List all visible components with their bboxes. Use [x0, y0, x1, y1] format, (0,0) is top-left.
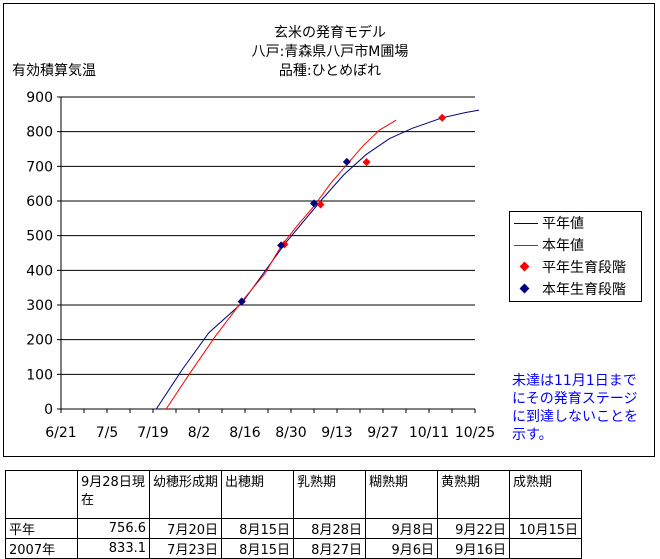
table-cell: 8月15日: [221, 538, 294, 559]
legend-label: 本年値: [542, 238, 584, 254]
chart-frame: [3, 3, 655, 457]
x-tick-label: 8/30: [275, 425, 306, 441]
data-point-diamond: [316, 200, 325, 209]
y-tick-label: 600: [26, 194, 53, 210]
y-tick-label: 0: [44, 402, 53, 418]
y-tick-label: 400: [26, 263, 53, 279]
table-cell: 756.6: [77, 518, 150, 539]
table-header-cell: 糊熟期: [365, 470, 438, 519]
chart-title-line-2: 八戸:青森県八戸市M圃場: [251, 44, 409, 60]
table-header-cell: 出穂期: [221, 470, 294, 519]
legend-label: 平年生育段階: [542, 260, 626, 276]
legend-item-current-line: 本年値: [510, 236, 641, 256]
data-point-diamond: [237, 297, 246, 306]
growth-stage-table: 9月28日現在 幼穂形成期 出穂期 乳熟期 糊熟期 黄熟期 成熟期 平年 756…: [5, 470, 582, 559]
table-cell: 平年: [5, 518, 78, 539]
data-point-diamond: [277, 241, 286, 250]
table-header-cell: 幼穂形成期: [149, 470, 222, 519]
y-tick-label: 300: [26, 298, 53, 314]
plot-area: [61, 97, 475, 409]
legend-line-swatch: [514, 223, 538, 224]
table-header-cell: 成熟期: [509, 470, 582, 519]
y-tick-label: 100: [26, 367, 53, 383]
series-line: [165, 119, 397, 410]
y-tick-label: 800: [26, 125, 53, 141]
x-tick-label: 7/5: [96, 425, 119, 441]
chart-title-line-3: 品種:ひとめぼれ: [278, 63, 382, 79]
table-cell: 10月15日: [509, 518, 582, 539]
table-cell: 9月8日: [365, 518, 438, 539]
y-tick-label: 900: [26, 90, 53, 106]
legend-diamond-marker: [519, 261, 530, 272]
x-tick-label: 8/2: [188, 425, 211, 441]
legend-label: 平年値: [542, 216, 584, 232]
legend-diamond-marker: [519, 283, 530, 294]
y-axis-title: 有効積算気温: [12, 63, 96, 79]
table-header-cell: 黄熟期: [437, 470, 510, 519]
legend-item-current-stage: 本年生育段階: [510, 280, 641, 300]
table-cell: 9月6日: [365, 538, 438, 559]
table-cell: 8月15日: [221, 518, 294, 539]
chart-note: 未達は11月1日までにその発育ステージに到達しないことを示す。: [512, 373, 638, 443]
legend-label: 本年生育段階: [542, 282, 626, 298]
legend-item-normal-stage: 平年生育段階: [510, 258, 641, 278]
data-point-diamond: [362, 158, 371, 167]
legend-item-normal-line: 平年値: [510, 214, 641, 234]
x-tick-label: 10/11: [409, 425, 449, 441]
x-tick-label: 7/19: [137, 425, 168, 441]
legend: 平年値 本年値 平年生育段階 本年生育段階: [509, 211, 642, 302]
table-cell: 8月28日: [293, 518, 366, 539]
data-point-diamond: [342, 157, 351, 166]
x-tick-label: 10/25: [455, 425, 495, 441]
table-header-row: 9月28日現在 幼穂形成期 出穂期 乳熟期 糊熟期 黄熟期 成熟期: [5, 470, 582, 519]
chart-title-line-1: 玄米の発育モデル: [274, 25, 386, 41]
table-cell: 9月16日: [437, 538, 510, 559]
table-cell: 833.1: [77, 538, 150, 559]
table-cell: 2007年: [5, 538, 78, 559]
y-tick-label: 200: [26, 333, 53, 349]
data-point-diamond: [310, 199, 318, 208]
chart-plot: 0 100 200 300 400 500 600 700 800 900 6/21 7/5 7/19 8…: [26, 90, 495, 441]
table-header-cell: 9月28日現在: [77, 470, 150, 519]
table-cell: 7月20日: [149, 518, 222, 539]
table-cell: 9月22日: [437, 518, 510, 539]
data-point-diamond: [438, 113, 447, 122]
x-tick-label: 6/21: [45, 425, 76, 441]
legend-line-swatch: [514, 245, 538, 246]
y-tick-label: 500: [26, 229, 53, 245]
y-tick-label: 700: [26, 159, 53, 175]
table-cell: 7月23日: [149, 538, 222, 559]
table-header-cell: [5, 470, 78, 519]
x-tick-label: 9/27: [367, 425, 398, 441]
x-tick-label: 8/16: [229, 425, 261, 441]
x-tick-label: 9/13: [321, 425, 352, 441]
table-header-cell: 乳熟期: [293, 470, 366, 519]
table-row: 平年 756.6 7月20日 8月15日 8月28日 9月8日 9月22日 10…: [5, 518, 582, 539]
